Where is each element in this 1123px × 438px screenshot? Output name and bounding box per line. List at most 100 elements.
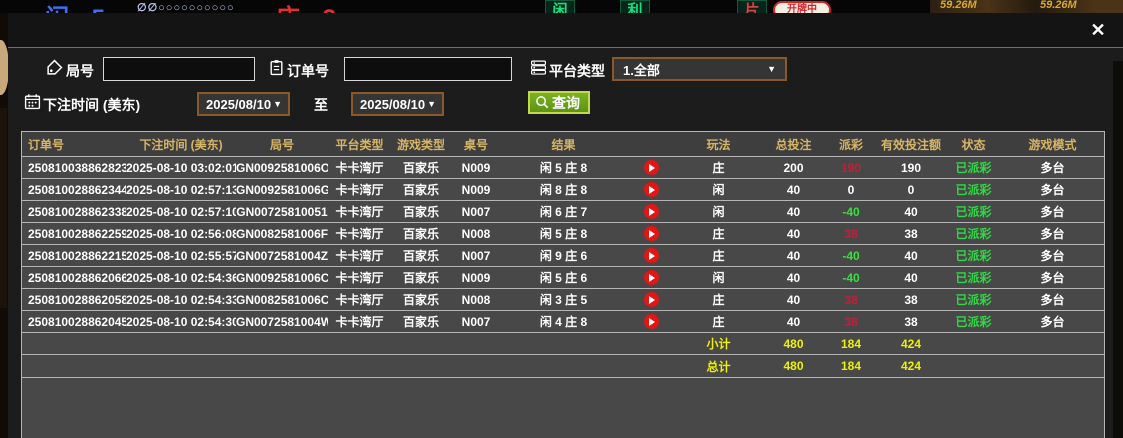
bet-history-table: 订单号 下注时间 (美东) 局号 平台类型 游戏类型 桌号 结果 玩法 总投注 … [21, 131, 1105, 438]
date-from-select[interactable]: 2025/08/10 ▼ [197, 92, 290, 116]
cell-round-number: GN00725810051 [236, 204, 328, 219]
background-jackpot-banner: 59.26M 59.26M [930, 0, 1123, 13]
subtotal-payout: 184 [840, 336, 862, 351]
col-header: 订单号 [28, 137, 65, 152]
cell-table-number: N007 [461, 248, 491, 263]
cell-payout: 38 [844, 314, 858, 329]
cell-bet-time: 2025-08-10 02:54:30 [126, 314, 236, 329]
table-empty-area [22, 378, 1104, 438]
cell-valid-bet: 38 [904, 226, 918, 241]
date-from-value: 2025/08/10 [206, 96, 272, 112]
background-banker-score: 庄 3 [276, 0, 344, 13]
platform-list-icon [530, 59, 547, 76]
subtotal-label: 小计 [706, 337, 731, 351]
order-number-label: 订单号 [287, 63, 329, 79]
cell-payout: 38 [844, 226, 858, 241]
cell-payout: 190 [840, 160, 862, 175]
cell-platform: 卡卡湾厅 [335, 271, 384, 285]
cell-order-number: 250810028862066 [28, 270, 126, 285]
cell-round-number: GN0092581006O [236, 160, 328, 175]
cell-status: 已派彩 [955, 183, 992, 197]
order-number-input[interactable] [344, 57, 512, 81]
cell-bet-type: 庄 [712, 161, 725, 175]
cell-bet-type: 庄 [712, 315, 725, 329]
cell-game-type: 百家乐 [402, 205, 439, 219]
replay-icon[interactable] [643, 314, 659, 329]
col-header: 局号 [269, 137, 294, 152]
clipboard-icon [268, 59, 285, 76]
date-to-value: 2025/08/10 [360, 96, 426, 112]
cell-result: 闲 5 庄 8 [539, 161, 588, 175]
cell-round-number: GN0092581006C [236, 270, 328, 285]
platform-type-select[interactable]: 1.全部 ▼ [612, 57, 787, 81]
close-icon[interactable]: ✕ [1087, 19, 1109, 41]
col-header: 总投注 [775, 137, 812, 152]
cell-round-number: GN0082581006F [236, 226, 328, 241]
cell-game-type: 百家乐 [402, 161, 439, 175]
chevron-down-icon: ▼ [273, 99, 282, 109]
cell-result: 闲 4 庄 8 [539, 315, 588, 329]
background-tile: 闲 [545, 0, 575, 13]
background-player-score: 闲 5 [45, 0, 113, 13]
cell-game-mode: 多台 [1040, 227, 1065, 241]
cell-bet-time: 2025-08-10 02:55:57 [126, 248, 236, 263]
cell-game-mode: 多台 [1040, 315, 1065, 329]
chevron-down-icon: ▼ [427, 99, 436, 109]
background-game-strip: 闲 5 ∅∅○○○○○○○○○○ 庄 3 闲 利 片 开牌中 59.26M 59… [0, 0, 1123, 13]
cell-total-bet: 40 [786, 226, 801, 241]
col-header: 结果 [551, 137, 576, 152]
total-total-bet: 480 [783, 359, 804, 373]
cell-payout: -40 [842, 204, 860, 219]
cell-bet-time: 2025-08-10 02:56:08 [126, 226, 236, 241]
jackpot-amount: 59.26M [940, 0, 977, 11]
cell-bet-type: 闲 [712, 205, 725, 219]
cell-total-bet: 40 [786, 314, 801, 329]
round-number-input[interactable] [103, 57, 255, 81]
col-header: 游戏模式 [1028, 137, 1077, 152]
chevron-down-icon: ▼ [767, 64, 776, 74]
cell-payout: -40 [842, 248, 860, 263]
table-row: 250810038862823 2025-08-10 03:02:01 GN00… [22, 157, 1104, 179]
cell-order-number: 250810038862823 [28, 160, 126, 175]
cell-status: 已派彩 [955, 227, 992, 241]
search-button[interactable]: 查询 [528, 91, 590, 114]
cell-bet-type: 闲 [712, 271, 725, 285]
cell-bet-type: 庄 [712, 227, 725, 241]
cell-order-number: 250810028862058 [28, 292, 126, 307]
replay-icon[interactable] [643, 248, 659, 263]
cell-order-number: 250810028862259 [28, 226, 126, 241]
tag-icon [46, 59, 63, 76]
cell-order-number: 250810028862215 [28, 248, 126, 263]
cell-platform: 卡卡湾厅 [335, 293, 384, 307]
table-row: 250810028862066 2025-08-10 02:54:36 GN00… [22, 267, 1104, 289]
cell-bet-type: 闲 [712, 183, 725, 197]
cell-order-number: 250810028862338 [28, 204, 126, 219]
table-header-row: 订单号 下注时间 (美东) 局号 平台类型 游戏类型 桌号 结果 玩法 总投注 … [22, 132, 1104, 157]
cell-valid-bet: 38 [904, 314, 918, 329]
cell-bet-time: 2025-08-10 02:57:10 [126, 204, 236, 219]
cell-round-number: GN0092581006G [236, 182, 328, 197]
cell-game-mode: 多台 [1040, 161, 1065, 175]
cell-payout: 38 [844, 292, 858, 307]
replay-icon[interactable] [643, 270, 659, 285]
total-label: 总计 [706, 359, 731, 374]
cell-bet-type: 庄 [712, 293, 725, 307]
cell-game-mode: 多台 [1040, 293, 1065, 307]
cell-valid-bet: 40 [904, 248, 918, 263]
table-row: 250810028862058 2025-08-10 02:54:33 GN00… [22, 289, 1104, 311]
replay-icon[interactable] [643, 160, 659, 175]
replay-icon[interactable] [643, 182, 659, 197]
cell-table-number: N008 [461, 292, 491, 307]
date-to-select[interactable]: 2025/08/10 ▼ [351, 92, 444, 116]
replay-icon[interactable] [643, 204, 659, 219]
replay-icon[interactable] [643, 292, 659, 307]
cell-status: 已派彩 [955, 205, 992, 219]
cell-total-bet: 40 [786, 270, 801, 285]
col-header: 派彩 [838, 137, 863, 152]
cell-result: 闲 9 庄 6 [539, 249, 588, 263]
total-valid-bet: 424 [900, 359, 922, 373]
cell-bet-type: 庄 [712, 249, 725, 263]
cell-total-bet: 40 [786, 204, 801, 219]
calendar-icon [24, 93, 41, 110]
replay-icon[interactable] [643, 226, 659, 241]
